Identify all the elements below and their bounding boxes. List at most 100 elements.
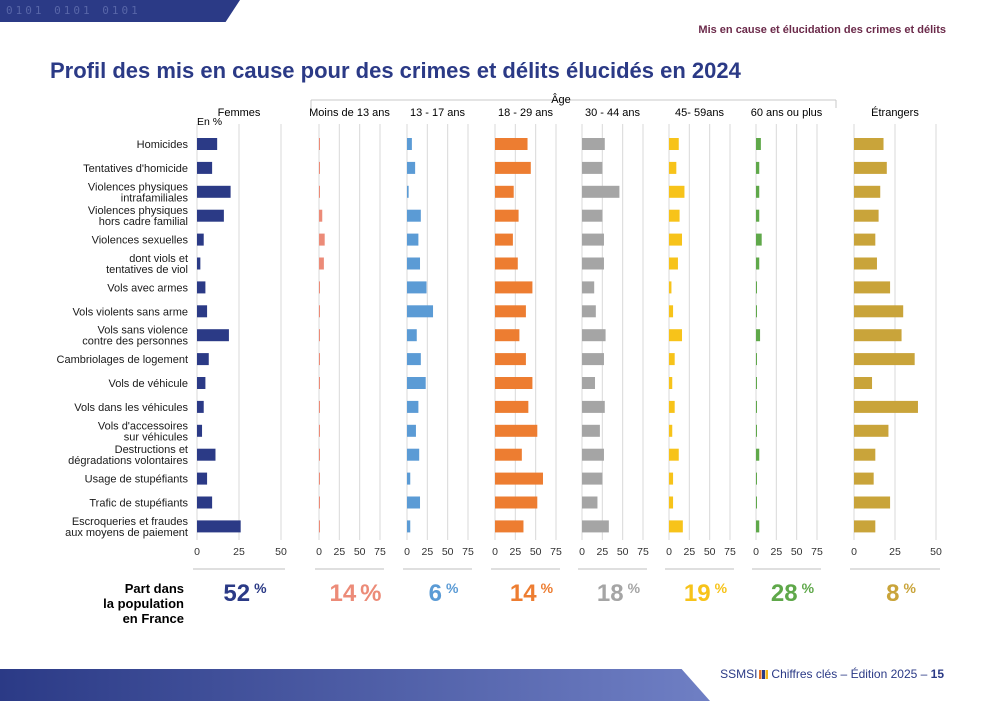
- bar: [407, 329, 417, 342]
- population-share-value: 18%: [597, 580, 640, 608]
- bar: [756, 329, 761, 342]
- bar: [197, 161, 213, 174]
- population-share-number: 18: [596, 580, 624, 607]
- bar: [669, 138, 679, 150]
- population-share-number: 28: [770, 580, 798, 607]
- population-share-value: 19%: [684, 580, 727, 608]
- bar: [197, 377, 206, 389]
- population-share-unit: %: [627, 580, 641, 596]
- bar: [669, 329, 683, 342]
- category-label: Destructions et: [115, 444, 188, 456]
- bar: [407, 257, 421, 270]
- category-label: Vols violents sans arme: [72, 306, 188, 318]
- bar: [407, 185, 409, 198]
- bar: [582, 496, 598, 509]
- tick-label: 50: [704, 546, 716, 558]
- bar: [319, 353, 320, 366]
- category-label: Violences sexuelles: [92, 235, 189, 247]
- bar: [756, 353, 757, 366]
- series-header: Moins de 13 ans: [309, 107, 390, 119]
- bar: [582, 353, 604, 366]
- category-label: tentatives de viol: [106, 264, 188, 276]
- bar: [495, 161, 531, 174]
- bar: [319, 138, 320, 150]
- bar: [756, 161, 760, 174]
- bar: [582, 281, 595, 294]
- bar: [319, 257, 324, 270]
- bar: [407, 209, 421, 222]
- bar: [495, 353, 526, 366]
- bar: [407, 281, 427, 294]
- bar: [854, 353, 915, 366]
- category-label: dont viols et: [129, 253, 188, 265]
- bar: [669, 496, 674, 509]
- category-label: Usage de stupéfiants: [85, 474, 189, 486]
- bar: [319, 209, 323, 222]
- bar: [197, 185, 231, 198]
- bar: [582, 161, 603, 174]
- population-share-unit: %: [801, 580, 815, 596]
- bar: [319, 281, 320, 294]
- population-share-number: 52: [223, 580, 251, 607]
- tick-label: 0: [492, 546, 498, 558]
- tick-label: 0: [666, 546, 672, 558]
- bar: [669, 233, 683, 246]
- bar: [756, 400, 757, 413]
- category-label: Escroqueries et fraudes: [72, 516, 189, 528]
- bar: [319, 329, 320, 342]
- unit-label: En %: [197, 116, 222, 128]
- population-share-label-line: en France: [122, 611, 184, 626]
- bar: [319, 472, 320, 485]
- bar: [582, 209, 603, 222]
- bar: [407, 400, 419, 413]
- bar: [854, 472, 874, 485]
- bar: [669, 472, 674, 485]
- bar: [854, 520, 876, 533]
- bar: [854, 233, 876, 246]
- bar: [582, 520, 609, 533]
- tick-label: 0: [194, 546, 200, 558]
- bar: [495, 233, 513, 246]
- bar: [582, 138, 605, 150]
- bar: [756, 520, 760, 533]
- bar: [407, 161, 416, 174]
- bar: [319, 520, 320, 533]
- series-header: Femmes: [218, 107, 261, 119]
- bar: [495, 281, 533, 294]
- bar: [495, 520, 524, 533]
- bar: [495, 400, 529, 413]
- bar: [407, 138, 412, 150]
- tick-label: 0: [404, 546, 410, 558]
- page-title: Profil des mis en cause pour des crimes …: [50, 58, 741, 83]
- bar: [319, 424, 320, 437]
- bar: [854, 281, 891, 294]
- bar: [669, 185, 685, 198]
- age-group-label: Âge: [551, 93, 571, 106]
- bar: [495, 377, 533, 389]
- population-share-value: 28%: [771, 580, 814, 608]
- bar: [756, 233, 762, 246]
- bar: [582, 329, 606, 342]
- tick-label: 25: [770, 546, 782, 558]
- bar: [407, 496, 421, 509]
- top-banner: 0101 0101 0101: [0, 0, 240, 22]
- tick-label: 25: [683, 546, 695, 558]
- bar: [197, 257, 201, 270]
- bar: [582, 448, 604, 461]
- tick-label: 50: [354, 546, 366, 558]
- category-label: Cambriolages de logement: [57, 354, 188, 366]
- population-share-value: 14%: [329, 580, 381, 608]
- tick-label: 0: [753, 546, 759, 558]
- tick-label: 0: [579, 546, 585, 558]
- category-label: intrafamiliales: [121, 192, 189, 204]
- bar: [407, 233, 419, 246]
- bar: [669, 257, 678, 270]
- bar: [582, 305, 596, 318]
- tick-label: 75: [462, 546, 474, 558]
- bar: [197, 233, 204, 246]
- population-share-value: 14%: [510, 580, 553, 608]
- bar: [854, 377, 873, 389]
- bar: [197, 400, 204, 413]
- bar: [669, 161, 677, 174]
- population-share-label-line: Part dans: [124, 581, 184, 596]
